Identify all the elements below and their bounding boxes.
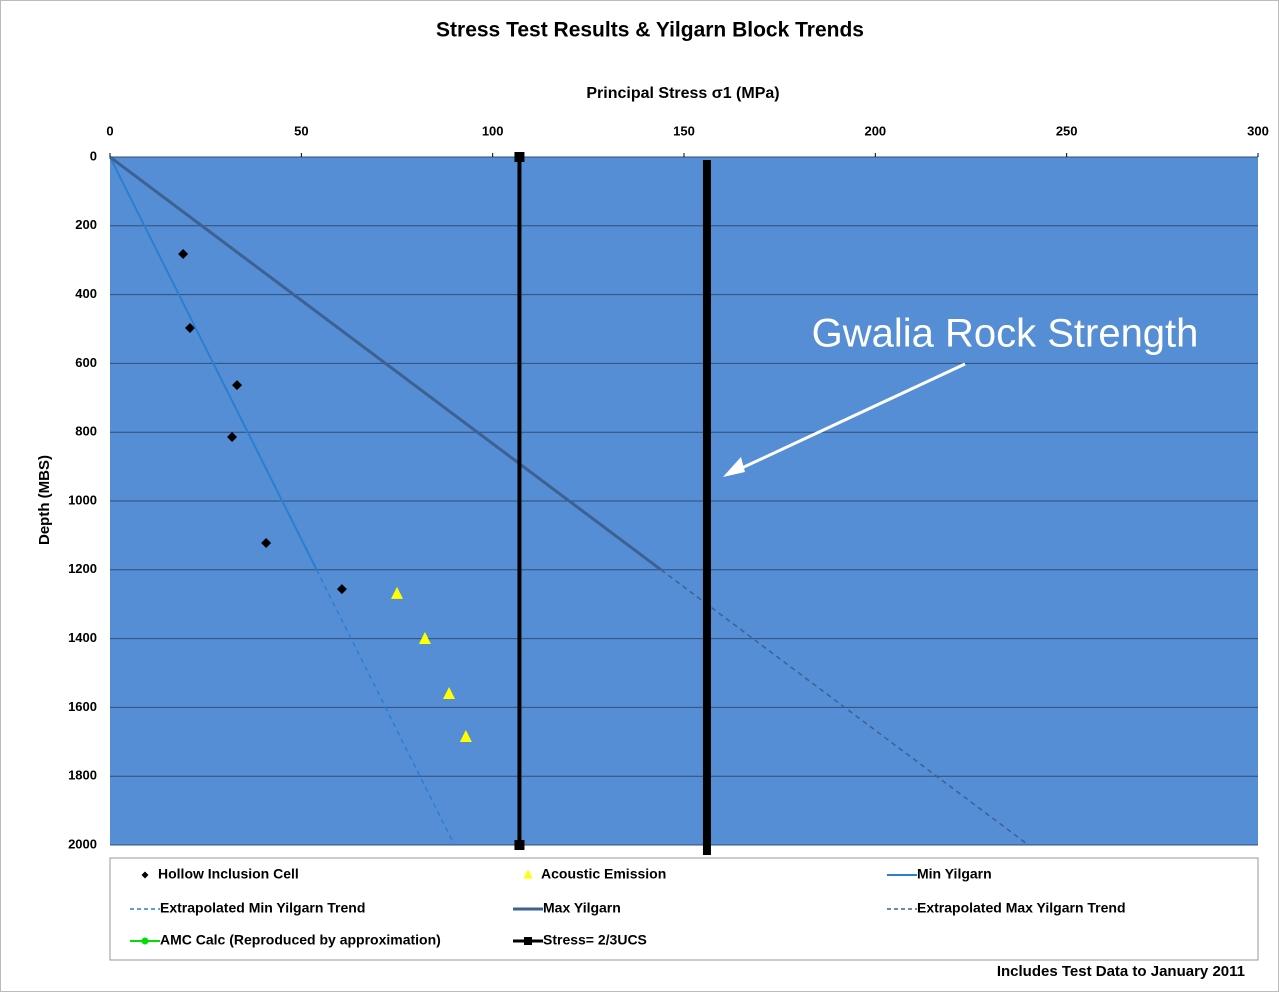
legend-label: Acoustic Emission	[541, 866, 666, 882]
legend-label: Extrapolated Max Yilgarn Trend	[917, 900, 1126, 916]
y-tick-label: 1800	[68, 768, 97, 783]
x-tick-label: 0	[106, 123, 113, 138]
legend-item: Acoustic Emission	[523, 866, 666, 882]
y-tick-label: 2000	[68, 836, 97, 851]
x-axis-label: Principal Stress σ1 (MPa)	[586, 85, 779, 102]
x-tick-label: 250	[1056, 123, 1078, 138]
y-tick-label: 1400	[68, 630, 97, 645]
series-line	[109, 155, 662, 572]
legend-label: Stress= 2/3UCS	[543, 932, 647, 948]
point	[514, 152, 525, 162]
x-tick-label: 200	[864, 123, 886, 138]
legend-item: AMC Calc (Reproduced by approximation)	[130, 932, 441, 948]
legend-item: Min Yilgarn	[887, 866, 992, 882]
legend-item: Hollow Inclusion Cell	[141, 866, 299, 882]
series-line	[315, 569, 456, 846]
y-axis-label: Depth (MBS)	[36, 455, 53, 545]
point	[232, 380, 243, 391]
point	[178, 249, 189, 260]
point	[418, 631, 431, 644]
point	[391, 586, 403, 599]
legend-item: Stress= 2/3UCS	[513, 932, 647, 948]
legend-label: Extrapolated Min Yilgarn Trend	[160, 900, 365, 916]
series-line	[660, 569, 1029, 846]
legend-label: Hollow Inclusion Cell	[158, 866, 299, 882]
point	[261, 537, 272, 548]
y-tick-label: 800	[75, 424, 97, 439]
legend-label: Min Yilgarn	[917, 866, 992, 882]
point	[514, 840, 525, 850]
y-tick-label: 1000	[68, 492, 97, 507]
point	[184, 322, 195, 333]
annotation: Gwalia Rock Strength	[812, 312, 1199, 356]
x-tick-label: 300	[1247, 123, 1269, 138]
legend-marker	[141, 871, 149, 879]
point	[336, 584, 347, 595]
legend-marker	[141, 937, 149, 945]
point	[227, 432, 238, 443]
x-tick-label: 150	[673, 123, 695, 138]
footnote: Includes Test Data to January 2011	[997, 963, 1245, 980]
y-tick-label: 1200	[68, 561, 97, 576]
legend-label: AMC Calc (Reproduced by approximation)	[160, 932, 441, 948]
series-line	[109, 156, 318, 571]
y-tick-label: 600	[75, 355, 97, 370]
x-tick-label: 50	[294, 123, 308, 138]
legend-item: Extrapolated Max Yilgarn Trend	[887, 900, 1126, 916]
legend-box	[109, 857, 1259, 961]
y-tick-label: 200	[75, 217, 97, 232]
x-tick-label: 100	[482, 123, 504, 138]
y-tick-label: 1600	[68, 699, 97, 714]
point	[443, 686, 456, 699]
legend-label: Max Yilgarn	[543, 900, 621, 916]
arrow-head	[722, 457, 745, 477]
point	[459, 729, 472, 742]
legend-item: Extrapolated Min Yilgarn Trend	[130, 900, 365, 916]
annotation-arrow	[728, 362, 966, 476]
chart-title: Stress Test Results & Yilgarn Block Tren…	[436, 19, 864, 42]
legend-marker	[524, 937, 532, 945]
y-tick-label: 400	[75, 286, 97, 301]
legend-marker	[523, 869, 533, 879]
y-tick-label: 0	[90, 148, 97, 163]
legend-item: Max Yilgarn	[513, 900, 621, 916]
